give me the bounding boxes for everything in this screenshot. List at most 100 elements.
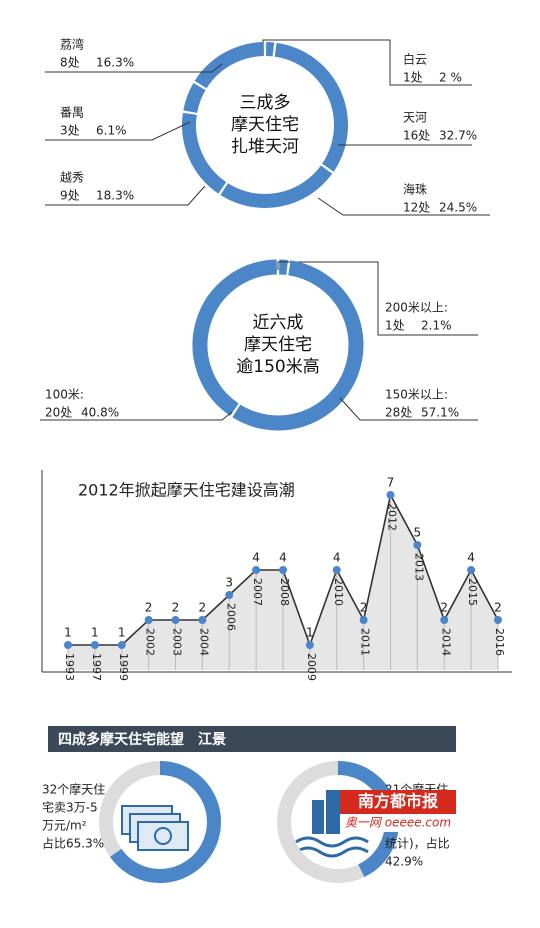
watermark: 奥一网 oeeee.com <box>345 816 451 830</box>
leader-line <box>45 63 223 73</box>
leader-line <box>317 197 490 216</box>
segment-name: 200米以上: <box>385 301 448 315</box>
x-tick-label: 1999 <box>117 653 130 681</box>
center-text: 三成多 <box>240 93 291 113</box>
segment-name: 海珠 <box>403 182 427 197</box>
segment-value: 18.3% <box>96 189 134 203</box>
data-label: 1 <box>64 626 72 640</box>
leader-line <box>277 261 478 336</box>
point <box>386 491 395 499</box>
center-text: 逾150米高 <box>236 357 319 377</box>
segment-value: 24.5% <box>439 201 477 215</box>
data-label: 1 <box>118 626 126 640</box>
data-label: 2 <box>440 601 448 615</box>
point <box>494 616 502 624</box>
data-label: 2 <box>494 601 502 615</box>
x-tick-label: 2009 <box>305 653 318 681</box>
segment-value: 2 % <box>439 71 462 85</box>
leader-line <box>45 121 191 141</box>
building-icon <box>295 790 369 858</box>
segment-name: 白云 <box>403 52 427 67</box>
segment-count: 1处 <box>403 71 423 85</box>
point <box>440 616 449 624</box>
gauge-text: 万元/m² <box>42 819 87 833</box>
point <box>305 641 314 649</box>
segment-value: 6.1% <box>96 124 127 138</box>
x-tick-label: 2002 <box>144 628 157 656</box>
donut-segment <box>232 260 364 431</box>
segment-count: 12处 <box>403 201 430 215</box>
point <box>279 566 287 574</box>
data-label: 1 <box>306 626 314 640</box>
segment-count: 3处 <box>60 124 80 138</box>
watermark-box <box>340 814 456 832</box>
x-tick-label: 2016 <box>493 628 506 656</box>
donut-segment <box>182 112 227 194</box>
gauge-text: 宅卖3万-5 <box>42 800 98 815</box>
data-label: 4 <box>333 551 341 565</box>
data-label: 5 <box>414 526 422 540</box>
segment-name: 荔湾 <box>60 37 84 52</box>
donut-segment <box>278 259 288 275</box>
banner <box>48 726 456 752</box>
point <box>198 616 207 624</box>
donut-segment <box>274 42 348 172</box>
donut-segment <box>220 165 333 208</box>
segment-value: 32.7% <box>439 129 477 143</box>
donut-segment <box>192 259 278 416</box>
x-tick-label: 2015 <box>466 578 479 606</box>
gauge-arc <box>109 761 221 883</box>
segment-count: 16处 <box>403 129 430 143</box>
x-tick-label: 2004 <box>197 628 210 656</box>
segment-value: 57.1% <box>421 406 459 420</box>
segment-name: 天河 <box>403 111 427 125</box>
center-text: 扎堆天河 <box>231 137 299 157</box>
watermark-box <box>340 790 456 814</box>
money-icon <box>121 805 189 851</box>
segment-value: 16.3% <box>96 56 134 70</box>
gauge-text: 统计)，占比 <box>385 836 450 851</box>
data-label: 4 <box>279 551 287 565</box>
data-label: 4 <box>252 551 260 565</box>
data-label: 3 <box>225 576 233 590</box>
data-label: 2 <box>172 601 180 615</box>
point <box>117 641 126 649</box>
point <box>332 566 341 574</box>
segment-count: 20处 <box>45 406 72 420</box>
segment-count: 1处 <box>385 319 405 333</box>
center-text: 近六成 <box>253 313 304 333</box>
x-tick-label: 2014 <box>439 628 452 656</box>
point <box>171 616 180 624</box>
data-label: 4 <box>467 551 475 565</box>
center-text: 摩天住宅 <box>244 335 312 355</box>
banner-text: 四成多摩天住宅能望 江景 <box>58 731 226 748</box>
segment-count: 8处 <box>60 56 80 70</box>
point <box>413 541 422 549</box>
segment-count: 9处 <box>60 189 80 203</box>
x-tick-label: 2007 <box>251 578 264 606</box>
data-label: 2 <box>145 601 153 615</box>
segment-count: 28处 <box>385 406 412 420</box>
leader-line <box>339 397 478 421</box>
segment-name: 100米: <box>45 388 84 402</box>
x-tick-label: 2013 <box>412 553 425 581</box>
data-label: 1 <box>91 626 99 640</box>
point <box>252 566 261 574</box>
donut-segment <box>194 42 265 89</box>
segment-name: 150米以上: <box>385 388 448 402</box>
gauge-text: 32个摩天住 <box>42 782 105 797</box>
segment-value: 2.1% <box>421 319 452 333</box>
chart-title: 2012年掀起摩天住宅建设高潮 <box>78 481 295 500</box>
data-label: 2 <box>360 601 368 615</box>
watermark: 南方都市报 <box>358 792 438 811</box>
segment-value: 40.8% <box>81 406 119 420</box>
point <box>64 641 72 649</box>
point <box>225 591 234 599</box>
data-label: 7 <box>387 476 395 490</box>
x-tick-label: 2012 <box>386 503 399 531</box>
x-tick-label: 2006 <box>224 603 237 631</box>
center-text: 摩天住宅 <box>231 115 299 135</box>
gauge-text: 42.9% <box>385 855 423 869</box>
x-tick-label: 2003 <box>171 628 184 656</box>
